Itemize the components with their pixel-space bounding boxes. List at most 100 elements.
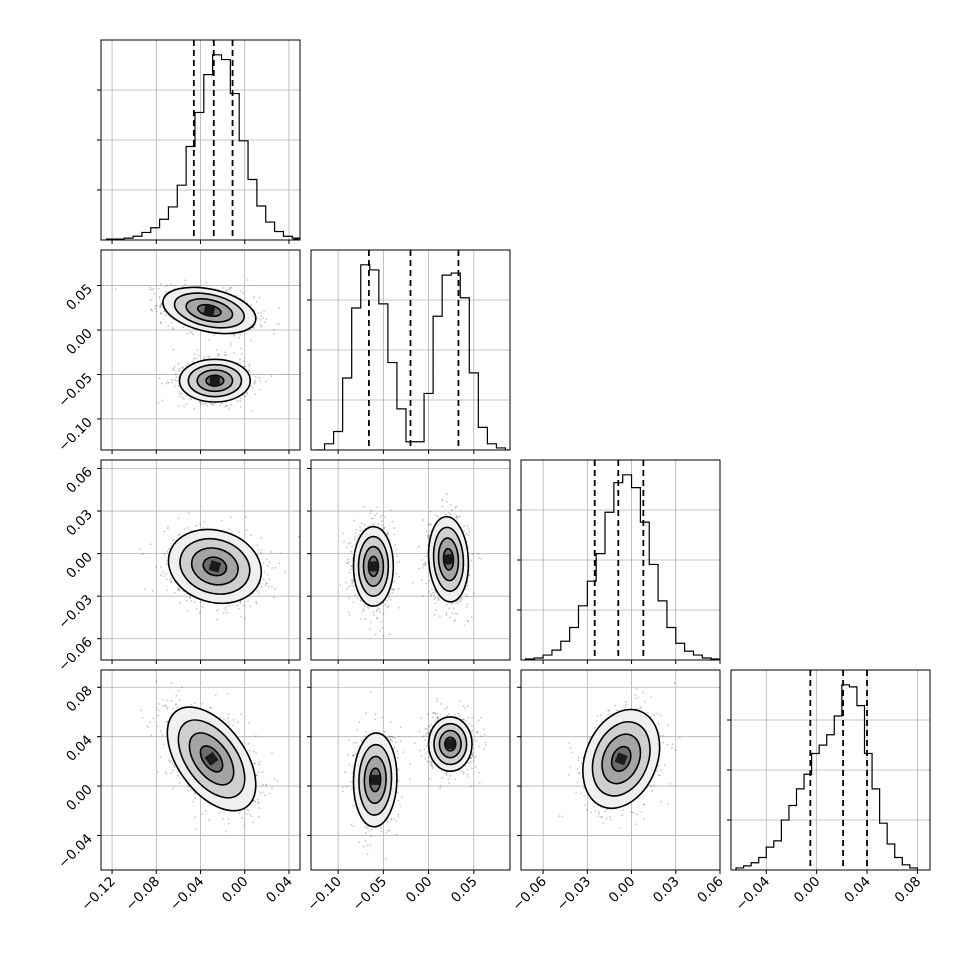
sample-point [170,577,173,580]
sample-point [370,509,372,512]
sample-point [444,513,447,516]
sample-point [210,402,212,405]
sample-point [228,724,231,726]
sample-point [165,573,167,575]
histogram-panel-2 [307,249,511,454]
sample-point [177,534,180,537]
sample-point [199,610,202,612]
sample-point [170,322,173,325]
sample-point [433,598,436,600]
sample-point [436,515,439,518]
sample-point [376,523,379,526]
sample-point [268,578,271,580]
density-peak [368,561,379,572]
sample-point [376,506,379,509]
sample-point [154,307,156,310]
sample-point [259,582,262,585]
sample-point [378,608,381,611]
sample-point [190,599,193,602]
sample-point [273,333,276,335]
sample-point [463,525,465,528]
sample-point [177,362,180,365]
sample-point [465,532,468,535]
sample-point [166,381,169,384]
sample-point [167,325,170,328]
sample-point [220,519,223,522]
sample-point [396,561,398,564]
sample-point [192,800,194,803]
sample-point [432,591,434,594]
sample-point [398,560,401,563]
sample-point [372,517,374,520]
sample-point [249,605,252,608]
sample-point [450,508,453,511]
sample-point [465,588,467,591]
sample-point [199,523,202,526]
sample-point [165,772,168,775]
sample-point [231,604,234,606]
y-tick-label: −0.10 [55,414,96,455]
sample-point [160,312,162,315]
sample-point [396,555,399,557]
sample-point [374,514,376,517]
sample-point [215,609,218,612]
sample-point [256,798,259,801]
sample-point [379,629,382,632]
x-tick-label: 0.04 [841,874,874,907]
sample-point [240,397,242,400]
sample-point [232,718,235,721]
sample-point [362,608,365,610]
sample-point [169,579,172,582]
sample-point [383,527,385,530]
contour-line [357,535,390,597]
sample-point [257,549,260,552]
sample-point [221,402,223,405]
sample-point [373,524,375,526]
sample-point [350,579,353,581]
sample-point [276,323,278,326]
sample-point [155,304,158,307]
sample-point [205,281,208,284]
sample-point [239,406,242,408]
sample-point [345,581,347,584]
sample-point [247,369,250,372]
sample-point [166,589,169,592]
sample-point [350,564,353,567]
sample-point [261,791,264,794]
sample-point [141,717,144,720]
sample-point [238,607,241,610]
sample-point [181,396,184,399]
sample-point [284,570,287,573]
sample-point [257,312,259,315]
sample-point [425,555,427,558]
sample-point [187,363,190,366]
sample-point [352,579,355,582]
sample-point [385,599,388,602]
sample-point [451,612,454,615]
sample-point [167,526,169,528]
sample-point [163,310,166,313]
sample-point [157,287,160,290]
sample-point [428,534,431,537]
sample-point [165,720,168,723]
sample-point [248,363,251,366]
sample-point [149,288,152,291]
sample-point [158,377,161,379]
sample-point [189,398,192,401]
sample-point [243,360,245,363]
sample-point [280,552,283,555]
sample-point [429,523,432,526]
sample-point [394,544,397,547]
sample-point [391,591,394,594]
sample-point [239,333,242,336]
sample-point [471,553,474,555]
sample-point [173,365,176,368]
sample-point [259,536,262,539]
sample-point [228,528,231,531]
sample-point [434,591,436,594]
sample-point [265,582,268,584]
sample-point [449,513,452,516]
sample-point [424,562,426,565]
sample-point [427,524,430,527]
sample-point [227,713,230,716]
